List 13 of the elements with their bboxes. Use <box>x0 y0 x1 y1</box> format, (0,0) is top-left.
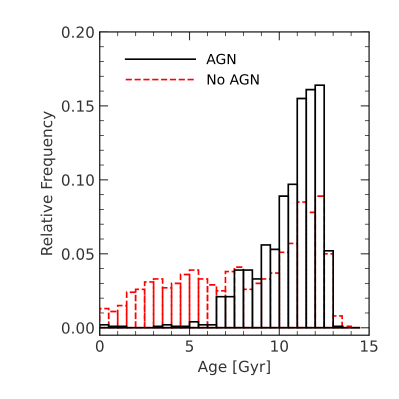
y-axis-title: Relative Frequency <box>40 111 56 255</box>
y-tick-label: 0.15 <box>62 100 94 112</box>
y-tick-label: 0.20 <box>62 26 94 38</box>
x-tick-label: 10 <box>271 340 288 352</box>
x-tick-label: 0 <box>96 340 104 352</box>
legend-label: AGN <box>206 54 236 64</box>
x-axis-title: Age [Gyr] <box>198 360 270 376</box>
y-tick-label: 0.00 <box>62 322 94 334</box>
x-tick-label: 5 <box>186 340 194 352</box>
x-tick-label: 15 <box>361 340 378 352</box>
y-tick-label: 0.05 <box>62 248 94 260</box>
legend-label: No AGN <box>208 74 259 85</box>
y-tick-label: 0.10 <box>62 174 94 186</box>
